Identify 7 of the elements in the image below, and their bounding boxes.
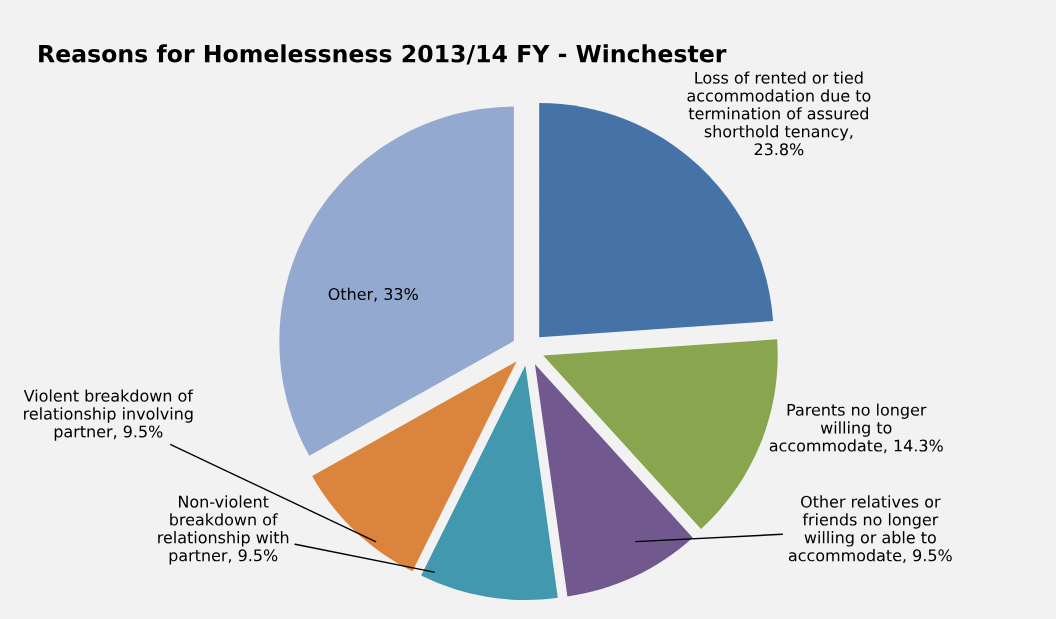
slice-label: Other, 33%	[328, 287, 418, 302]
slice-label: Parents no longer willing to accommodate, 14.3%	[769, 403, 943, 454]
slice-label: Loss of rented or tied accommodation due to termination of assured shorthold tenancy, 23.8%	[687, 71, 871, 156]
slice-label: Other relatives or friends no longer willing or able to accommodate, 9.5%	[788, 495, 952, 563]
chart-title: Reasons for Homelessness 2013/14 FY - Winchester	[39, 44, 727, 65]
slice-label: Violent breakdown of relationship involving partner, 9.5%	[23, 389, 194, 441]
slice-label: Non-violent breakdown of relationship with partner, 9.5%	[158, 495, 289, 565]
